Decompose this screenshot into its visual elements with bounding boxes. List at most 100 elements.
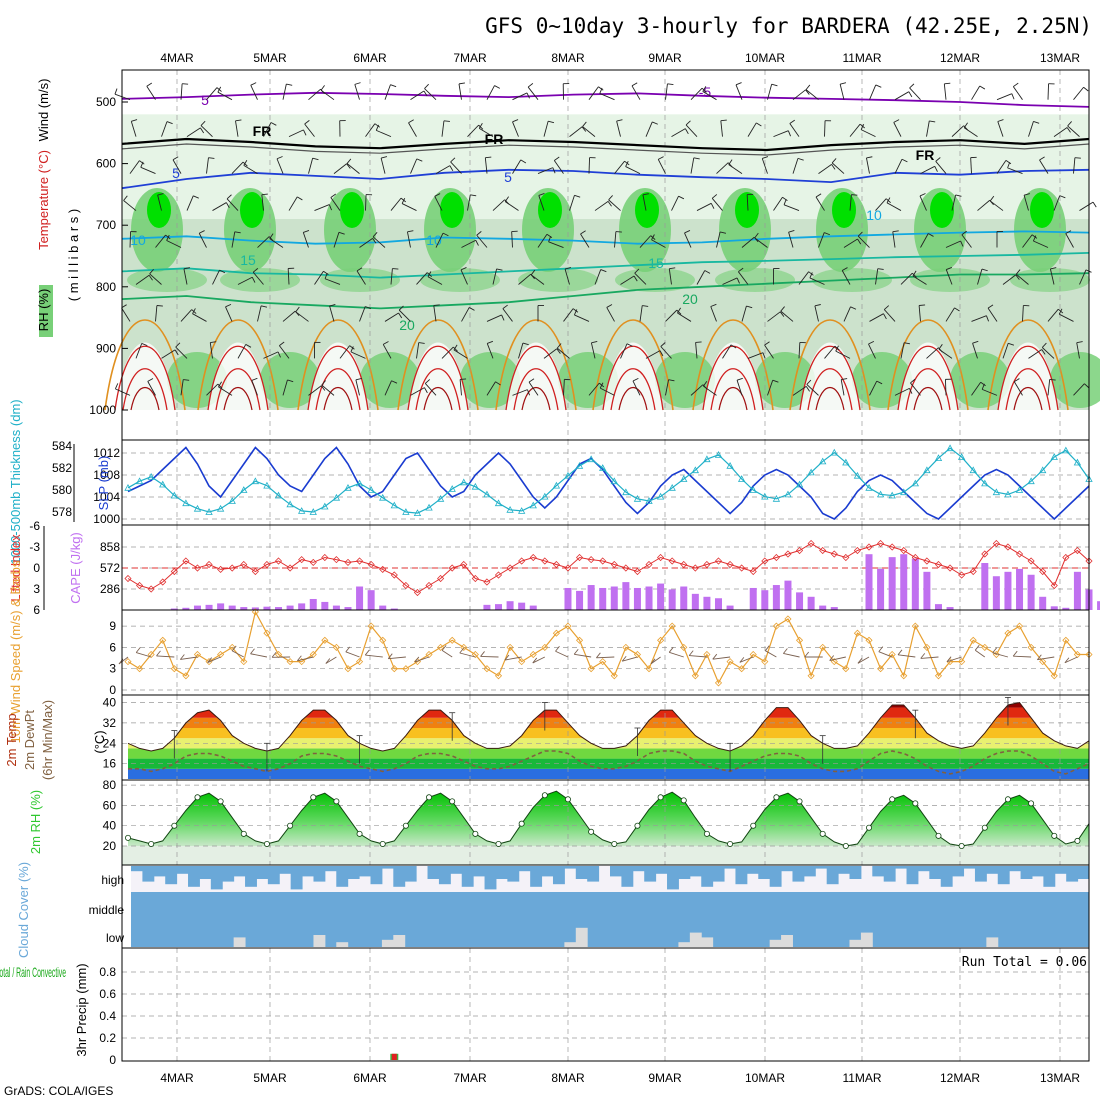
wind-marker	[726, 658, 734, 666]
li-marker	[633, 567, 642, 576]
cape-bar	[1004, 571, 1012, 610]
surface-wind-barb-flag	[271, 651, 277, 658]
date-label-bottom: 11MAR	[842, 1071, 881, 1085]
temp-tick-label: 40	[103, 696, 117, 710]
wind-barb	[971, 381, 982, 396]
cloud-high-cell	[621, 866, 634, 887]
wind-barb-flag	[719, 231, 727, 234]
surface-wind-barb-flag	[897, 649, 903, 656]
thickness-marker	[367, 486, 375, 493]
wind-marker	[529, 650, 537, 659]
rh-marker	[611, 840, 618, 847]
date-label-top: 10MAR	[745, 51, 785, 65]
wind-barb	[987, 307, 998, 322]
surface-wind-barb-flag	[857, 658, 863, 664]
contour-label: 15	[648, 255, 664, 271]
wind-barb-flag	[1033, 120, 1040, 124]
surface-wind-barb	[992, 652, 1009, 658]
surface-wind-barb	[946, 656, 962, 663]
wind-barb-flag	[960, 240, 964, 247]
wind-marker	[900, 672, 908, 680]
surface-wind-barb-flag	[1064, 657, 1070, 664]
wind-barb	[149, 273, 162, 285]
slp-tick-label: 1004	[93, 490, 120, 504]
wind-marker	[842, 665, 850, 673]
cloud-high-cell	[826, 866, 839, 885]
wind-barb-flag	[780, 306, 785, 312]
wind-barb-flag	[1084, 383, 1090, 389]
wind-marker	[356, 658, 364, 666]
surface-wind-barb-flag	[1036, 654, 1042, 661]
wind-marker	[286, 658, 294, 666]
surface-wind-barb	[207, 656, 221, 663]
li-marker	[147, 585, 155, 593]
wind-barb	[977, 268, 983, 285]
cloud-high-cell	[667, 866, 679, 890]
thickness-marker	[934, 454, 943, 461]
wind-barb-flag	[901, 158, 908, 163]
wind-barb	[401, 203, 417, 211]
precip-tick-label: 0.8	[99, 965, 116, 979]
wind-barb-flag	[938, 344, 943, 350]
wind-barb-flag	[599, 87, 603, 94]
wind-marker	[703, 650, 711, 659]
wind-barb-flag	[548, 120, 555, 124]
wind-barb	[324, 278, 341, 285]
surface-wind-barb	[596, 656, 615, 659]
wind-barb	[818, 164, 832, 174]
wind-barb	[492, 199, 506, 211]
wind-barb-flag	[476, 231, 482, 236]
warm-dome	[898, 342, 958, 410]
wind-barb	[427, 276, 443, 285]
li-marker	[842, 553, 850, 562]
surface-temp-contour	[223, 387, 253, 411]
wind-barb	[814, 305, 819, 322]
precip-legend-total: Total / Rain Convective	[0, 964, 66, 980]
li-marker	[402, 581, 410, 590]
contour-label: 20	[682, 291, 698, 307]
surface-temp-contour	[897, 345, 959, 411]
wind-barb	[279, 345, 290, 359]
wind-marker	[193, 650, 202, 659]
thickness-slp-panel: 1000 1004 1008 1012 578 580 582 584 1000-500mb T…	[8, 399, 1093, 565]
wind-barb	[365, 194, 367, 211]
cape-bar	[506, 601, 514, 610]
surface-wind-barb	[622, 656, 638, 662]
wind-barb-flag	[919, 304, 926, 306]
wind-barb	[518, 342, 524, 359]
wind-barb	[588, 157, 591, 174]
wind-barb-flag	[574, 194, 581, 198]
wind-barb-flag	[616, 119, 623, 122]
surface-temp-contour	[521, 387, 551, 411]
cape-bar	[1050, 606, 1058, 610]
wind-marker	[159, 636, 167, 644]
cloud-high-cell	[233, 866, 246, 877]
surface-wind-barb	[1037, 656, 1055, 661]
wind-barb-flag	[350, 346, 354, 353]
thickness-marker	[668, 483, 676, 491]
li-marker	[332, 556, 340, 564]
wind-marker	[911, 622, 919, 630]
wind-barb-flag	[494, 85, 501, 89]
wind-barb-flag	[146, 82, 153, 87]
li-marker	[541, 557, 549, 565]
wind-barb	[746, 194, 749, 211]
li-marker	[124, 574, 132, 583]
surface-wind-barb-flag	[974, 644, 980, 651]
wind-barb-flag	[504, 196, 509, 202]
thickness-marker	[413, 509, 422, 516]
wind-barb-flag	[608, 195, 613, 201]
wind-barb	[231, 231, 236, 248]
wind-barb	[479, 128, 494, 138]
wind-barb-flag	[556, 348, 561, 354]
cape-bar	[900, 554, 908, 610]
cape-bar	[865, 554, 873, 610]
thickness-marker	[494, 499, 503, 507]
wind-barb	[849, 194, 852, 211]
li-marker	[518, 557, 526, 565]
date-label-bottom: 13MAR	[1040, 1071, 1080, 1085]
wind-marker	[344, 665, 352, 673]
wind-barb-flag	[418, 342, 425, 344]
cloud-high-cell	[279, 866, 292, 874]
wind-barb	[450, 161, 462, 174]
